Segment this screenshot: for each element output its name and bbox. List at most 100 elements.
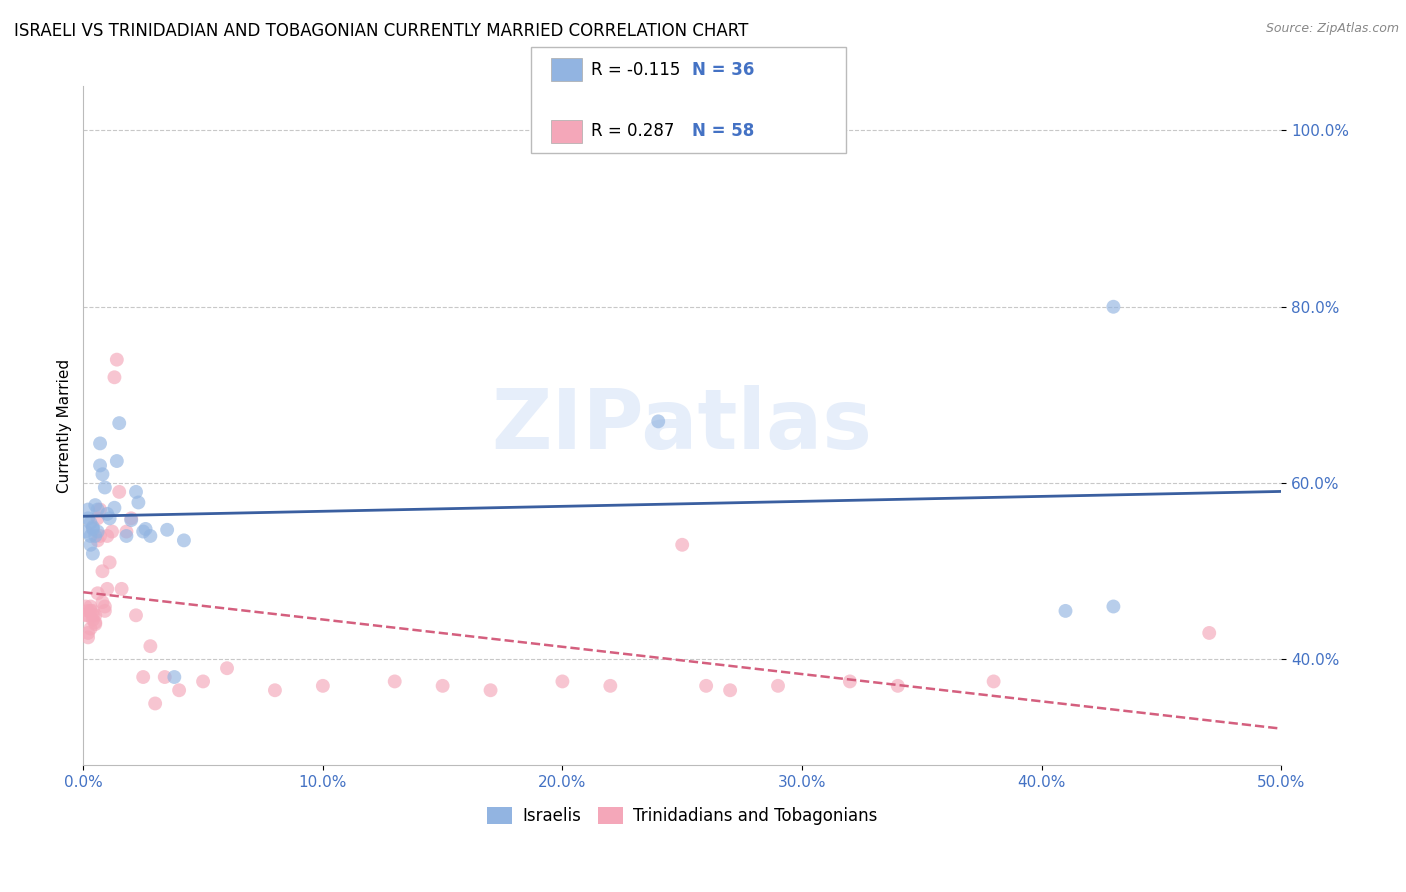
Text: N = 36: N = 36: [692, 61, 754, 78]
Point: [111, 582, 134, 596]
Point: [84, 608, 107, 623]
Point: [384, 674, 406, 689]
Point: [135, 522, 157, 536]
Point: [139, 529, 162, 543]
Point: [82, 547, 104, 561]
Point: [77, 608, 100, 623]
Point: [91, 467, 114, 482]
Text: R = -0.115: R = -0.115: [591, 61, 681, 78]
Point: [86, 511, 108, 525]
Point: [167, 683, 190, 698]
Y-axis label: Currently Married: Currently Married: [58, 359, 72, 493]
Point: [96, 529, 118, 543]
Point: [86, 524, 108, 539]
Point: [108, 416, 131, 430]
Point: [671, 538, 693, 552]
Point: [551, 674, 574, 689]
Point: [84, 529, 107, 543]
Point: [84, 615, 107, 630]
Point: [91, 595, 114, 609]
Point: [96, 582, 118, 596]
Point: [89, 529, 111, 543]
Point: [479, 683, 502, 698]
Point: [105, 352, 128, 367]
Point: [79, 599, 101, 614]
Point: [75, 599, 97, 614]
Point: [153, 670, 176, 684]
Point: [94, 481, 117, 495]
Point: [120, 513, 142, 527]
Point: [766, 679, 789, 693]
Point: [84, 617, 107, 632]
Point: [132, 670, 155, 684]
Point: [191, 674, 214, 689]
Point: [82, 608, 104, 623]
Point: [101, 524, 124, 539]
Text: ZIPatlas: ZIPatlas: [492, 385, 873, 467]
Point: [173, 533, 195, 548]
Point: [887, 679, 910, 693]
Point: [143, 697, 166, 711]
Point: [79, 538, 101, 552]
Point: [86, 586, 108, 600]
Point: [127, 495, 149, 509]
Point: [108, 484, 131, 499]
Point: [115, 524, 138, 539]
Point: [125, 608, 148, 623]
Point: [79, 529, 101, 543]
Legend: Israelis, Trinidadians and Tobagonians: Israelis, Trinidadians and Tobagonians: [481, 800, 884, 831]
Point: [1054, 604, 1077, 618]
Point: [98, 511, 121, 525]
Point: [1198, 626, 1220, 640]
Point: [75, 608, 97, 623]
Point: [96, 507, 118, 521]
Point: [647, 414, 669, 428]
Text: N = 58: N = 58: [692, 122, 754, 140]
Point: [312, 679, 335, 693]
Point: [86, 533, 108, 548]
Point: [84, 498, 107, 512]
Point: [103, 500, 125, 515]
Point: [82, 520, 104, 534]
Point: [94, 604, 117, 618]
Point: [103, 370, 125, 384]
Point: [89, 436, 111, 450]
Point: [77, 502, 100, 516]
Text: Source: ZipAtlas.com: Source: ZipAtlas.com: [1265, 22, 1399, 36]
Point: [79, 516, 101, 530]
Point: [695, 679, 717, 693]
Point: [599, 679, 621, 693]
Point: [105, 454, 128, 468]
Point: [132, 524, 155, 539]
Point: [91, 564, 114, 578]
Point: [77, 604, 100, 618]
Point: [163, 670, 186, 684]
Point: [838, 674, 860, 689]
Point: [1102, 300, 1125, 314]
Point: [89, 458, 111, 473]
Point: [156, 523, 179, 537]
Text: ISRAELI VS TRINIDADIAN AND TOBAGONIAN CURRENTLY MARRIED CORRELATION CHART: ISRAELI VS TRINIDADIAN AND TOBAGONIAN CU…: [14, 22, 748, 40]
Point: [983, 674, 1005, 689]
Point: [432, 679, 454, 693]
Point: [89, 502, 111, 516]
Point: [215, 661, 238, 675]
Point: [82, 604, 104, 618]
Point: [82, 613, 104, 627]
Point: [77, 631, 100, 645]
Point: [98, 556, 121, 570]
Point: [115, 529, 138, 543]
Point: [264, 683, 287, 698]
Point: [77, 511, 100, 525]
Point: [77, 626, 100, 640]
Point: [1102, 599, 1125, 614]
Point: [94, 599, 117, 614]
Point: [86, 502, 108, 516]
Text: R = 0.287: R = 0.287: [591, 122, 673, 140]
Point: [718, 683, 741, 698]
Point: [120, 511, 142, 525]
Point: [79, 604, 101, 618]
Point: [82, 522, 104, 536]
Point: [79, 622, 101, 636]
Point: [75, 524, 97, 539]
